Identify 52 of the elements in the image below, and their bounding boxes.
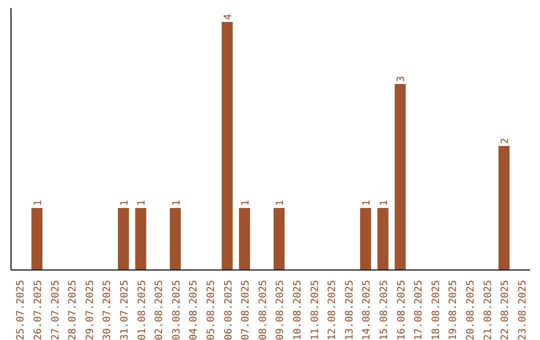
data-label: 1	[275, 200, 286, 206]
x-tick-label: 28.07.2025	[68, 280, 79, 340]
x-tick-label: 29.07.2025	[84, 280, 96, 340]
data-label: 1	[136, 200, 148, 206]
data-label: 1	[240, 200, 252, 206]
x-tick-label: 25.07.2025	[16, 280, 27, 340]
x-tick-label: 21.08.2025	[482, 280, 494, 340]
x-tick-label: 23.08.2025	[517, 280, 528, 340]
bar	[239, 208, 250, 270]
x-tick-label: 27.07.2025	[50, 280, 62, 340]
x-tick-label: 22.08.2025	[500, 280, 512, 340]
x-tick-label: 19.08.2025	[448, 280, 460, 340]
x-tick-label: 06.08.2025	[223, 280, 234, 340]
x-tick-label: 26.07.2025	[32, 280, 44, 340]
bar	[394, 84, 406, 270]
x-tick-label: 02.08.2025	[154, 280, 166, 340]
x-tick-label: 03.08.2025	[171, 280, 182, 340]
bar	[170, 208, 181, 270]
bar	[360, 208, 372, 270]
x-tick-label: 09.08.2025	[275, 280, 286, 340]
x-tick-label: 31.07.2025	[119, 280, 130, 340]
data-label: 1	[119, 200, 130, 206]
x-tick-label: 05.08.2025	[206, 280, 217, 340]
bar	[377, 208, 388, 270]
bar	[118, 208, 129, 270]
bar	[31, 208, 42, 270]
x-tick-label: 17.08.2025	[414, 280, 425, 340]
bar	[274, 208, 285, 270]
x-tick-label: 11.08.2025	[310, 280, 321, 340]
bar	[498, 146, 510, 270]
data-label: 1	[378, 200, 390, 206]
data-label: 1	[362, 200, 373, 206]
x-tick-label: 04.08.2025	[188, 280, 200, 340]
data-label: 1	[171, 200, 182, 206]
x-tick-label: 20.08.2025	[465, 280, 476, 340]
x-tick-label: 16.08.2025	[396, 280, 408, 340]
x-tick-label: 12.08.2025	[327, 280, 338, 340]
x-tick-label: 30.07.2025	[102, 280, 114, 340]
x-tick-label: 13.08.2025	[344, 280, 356, 340]
data-label: 3	[396, 76, 408, 82]
x-tick-label: 14.08.2025	[362, 280, 373, 340]
bar	[222, 22, 233, 270]
data-label: 1	[32, 200, 44, 206]
x-tick-label: 08.08.2025	[258, 280, 269, 340]
x-tick-label: 10.08.2025	[292, 280, 304, 340]
x-tick-label: 07.08.2025	[240, 280, 252, 340]
data-label: 4	[223, 14, 234, 20]
data-label: 2	[500, 138, 512, 144]
x-tick-label: 15.08.2025	[378, 280, 390, 340]
bar	[135, 208, 146, 270]
x-tick-label: 18.08.2025	[430, 280, 442, 340]
x-tick-label: 01.08.2025	[136, 280, 148, 340]
